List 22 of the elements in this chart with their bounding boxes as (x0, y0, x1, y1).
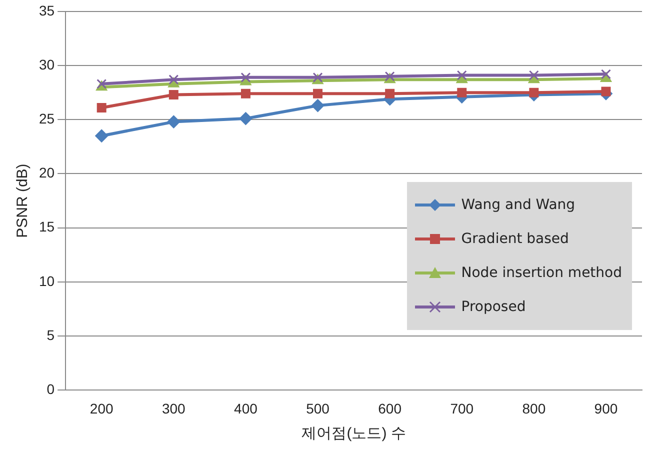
y-tick-label: 10 (38, 272, 55, 289)
y-tick-label: 20 (38, 164, 55, 181)
x-tick-label: 200 (90, 400, 114, 416)
x-tick-label: 700 (450, 400, 474, 416)
legend-label: Wang and Wang (461, 196, 576, 213)
x-tick-label: 600 (378, 400, 402, 416)
x-tick-label: 900 (594, 400, 618, 416)
y-tick-label: 15 (38, 218, 55, 235)
legend-label: Gradient based (461, 230, 569, 247)
y-tick-label: 5 (46, 326, 55, 343)
legend-label: Node insertion method (461, 264, 622, 281)
y-tick-label: 0 (46, 381, 55, 398)
x-tick-label: 500 (306, 400, 330, 416)
legend-label: Proposed (461, 298, 526, 315)
x-tick-label: 800 (522, 400, 546, 416)
y-tick-label: 30 (38, 56, 55, 72)
x-tick-label: 400 (234, 400, 258, 416)
y-tick-label: 25 (38, 110, 55, 126)
x-axis-title: 제어점(노드) 수 (302, 425, 406, 442)
x-tick-label: 300 (162, 400, 186, 416)
y-tick-label: 35 (38, 2, 55, 18)
y-axis-title: PSNR (dB) (14, 164, 32, 238)
